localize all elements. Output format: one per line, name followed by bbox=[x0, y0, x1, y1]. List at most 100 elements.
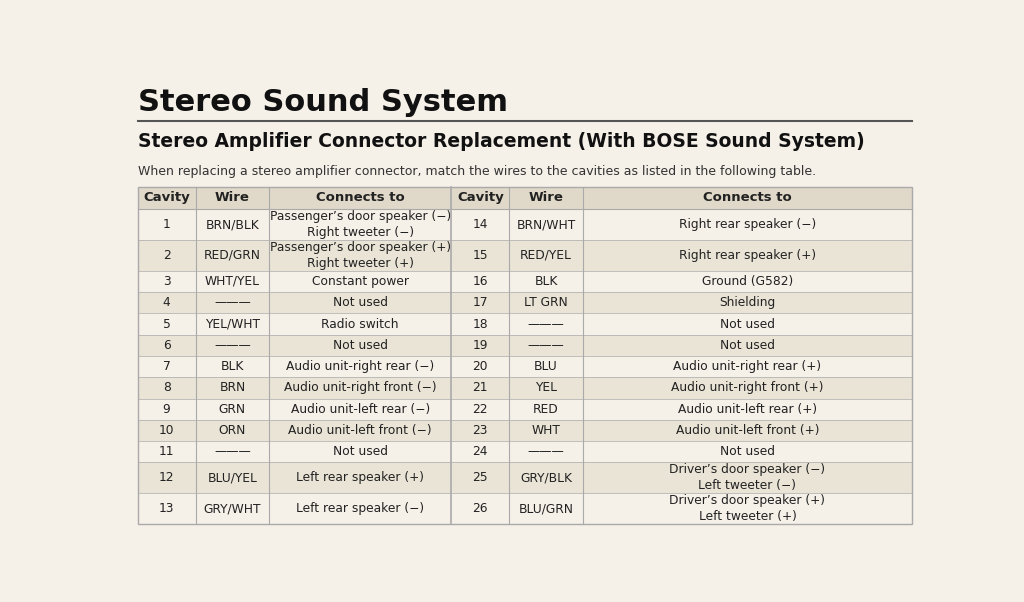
Text: BLK: BLK bbox=[221, 360, 244, 373]
Text: Shielding: Shielding bbox=[719, 296, 775, 309]
Text: 22: 22 bbox=[472, 403, 488, 416]
Text: BRN/WHT: BRN/WHT bbox=[516, 218, 575, 231]
Text: ———: ——— bbox=[527, 339, 564, 352]
Text: 7: 7 bbox=[163, 360, 170, 373]
Text: ———: ——— bbox=[214, 339, 251, 352]
Text: ———: ——— bbox=[214, 296, 251, 309]
Text: 26: 26 bbox=[472, 502, 488, 515]
Text: Wire: Wire bbox=[528, 191, 563, 205]
Text: Cavity: Cavity bbox=[143, 191, 189, 205]
Text: 17: 17 bbox=[472, 296, 488, 309]
Text: Passenger’s door speaker (+)
Right tweeter (+): Passenger’s door speaker (+) Right tweet… bbox=[269, 241, 451, 270]
Text: BRN/BLK: BRN/BLK bbox=[206, 218, 259, 231]
FancyBboxPatch shape bbox=[137, 271, 912, 292]
Text: Cavity: Cavity bbox=[457, 191, 504, 205]
Text: 11: 11 bbox=[159, 445, 174, 458]
Text: Radio switch: Radio switch bbox=[322, 318, 399, 330]
Text: Not used: Not used bbox=[720, 318, 775, 330]
Text: 15: 15 bbox=[472, 249, 488, 262]
Text: Not used: Not used bbox=[333, 296, 388, 309]
Text: ORN: ORN bbox=[219, 424, 246, 437]
FancyBboxPatch shape bbox=[137, 377, 912, 399]
Text: ———: ——— bbox=[527, 318, 564, 330]
FancyBboxPatch shape bbox=[137, 493, 912, 524]
Text: WHT/YEL: WHT/YEL bbox=[205, 275, 260, 288]
Text: Audio unit-left rear (−): Audio unit-left rear (−) bbox=[291, 403, 430, 416]
Text: YEL: YEL bbox=[536, 382, 557, 394]
Text: 13: 13 bbox=[159, 502, 174, 515]
Text: Left rear speaker (+): Left rear speaker (+) bbox=[296, 471, 424, 485]
FancyBboxPatch shape bbox=[137, 335, 912, 356]
Text: Stereo Amplifier Connector Replacement (With BOSE Sound System): Stereo Amplifier Connector Replacement (… bbox=[137, 132, 864, 150]
FancyBboxPatch shape bbox=[137, 187, 912, 209]
Text: Not used: Not used bbox=[720, 445, 775, 458]
Text: Wire: Wire bbox=[215, 191, 250, 205]
Text: 4: 4 bbox=[163, 296, 170, 309]
Text: Not used: Not used bbox=[333, 445, 388, 458]
Text: Ground (G582): Ground (G582) bbox=[701, 275, 794, 288]
Text: 12: 12 bbox=[159, 471, 174, 485]
Text: GRN: GRN bbox=[219, 403, 246, 416]
Text: 10: 10 bbox=[159, 424, 174, 437]
Text: Audio unit-right front (−): Audio unit-right front (−) bbox=[284, 382, 436, 394]
Text: 25: 25 bbox=[472, 471, 488, 485]
Text: Constant power: Constant power bbox=[311, 275, 409, 288]
Text: Audio unit-left front (+): Audio unit-left front (+) bbox=[676, 424, 819, 437]
FancyBboxPatch shape bbox=[137, 420, 912, 441]
Text: 8: 8 bbox=[163, 382, 171, 394]
Text: Not used: Not used bbox=[720, 339, 775, 352]
Text: BLK: BLK bbox=[535, 275, 558, 288]
Text: RED/GRN: RED/GRN bbox=[204, 249, 261, 262]
Text: LT GRN: LT GRN bbox=[524, 296, 568, 309]
Text: 1: 1 bbox=[163, 218, 170, 231]
FancyBboxPatch shape bbox=[137, 292, 912, 314]
FancyBboxPatch shape bbox=[137, 441, 912, 462]
Text: Driver’s door speaker (+)
Left tweeter (+): Driver’s door speaker (+) Left tweeter (… bbox=[670, 494, 825, 523]
Text: Driver’s door speaker (−)
Left tweeter (−): Driver’s door speaker (−) Left tweeter (… bbox=[670, 464, 825, 492]
Text: ———: ——— bbox=[214, 445, 251, 458]
Text: RED: RED bbox=[534, 403, 559, 416]
Text: 20: 20 bbox=[472, 360, 488, 373]
Text: Audio unit-right front (+): Audio unit-right front (+) bbox=[672, 382, 823, 394]
FancyBboxPatch shape bbox=[137, 356, 912, 377]
Text: 9: 9 bbox=[163, 403, 170, 416]
Text: 24: 24 bbox=[472, 445, 488, 458]
Text: YEL/WHT: YEL/WHT bbox=[205, 318, 260, 330]
Text: Right rear speaker (+): Right rear speaker (+) bbox=[679, 249, 816, 262]
Text: Audio unit-right rear (+): Audio unit-right rear (+) bbox=[674, 360, 821, 373]
Text: GRY/BLK: GRY/BLK bbox=[520, 471, 572, 485]
Text: 2: 2 bbox=[163, 249, 170, 262]
FancyBboxPatch shape bbox=[137, 462, 912, 493]
Text: WHT: WHT bbox=[531, 424, 560, 437]
Text: 18: 18 bbox=[472, 318, 488, 330]
Text: Audio unit-left rear (+): Audio unit-left rear (+) bbox=[678, 403, 817, 416]
Text: BLU: BLU bbox=[535, 360, 558, 373]
Text: 14: 14 bbox=[472, 218, 488, 231]
Text: Audio unit-left front (−): Audio unit-left front (−) bbox=[289, 424, 432, 437]
Text: Passenger’s door speaker (−)
Right tweeter (−): Passenger’s door speaker (−) Right tweet… bbox=[269, 210, 451, 239]
Text: ———: ——— bbox=[527, 445, 564, 458]
Text: 3: 3 bbox=[163, 275, 170, 288]
Text: RED/YEL: RED/YEL bbox=[520, 249, 572, 262]
Text: 16: 16 bbox=[472, 275, 488, 288]
FancyBboxPatch shape bbox=[137, 240, 912, 271]
Text: Connects to: Connects to bbox=[315, 191, 404, 205]
Text: BLU/GRN: BLU/GRN bbox=[518, 502, 573, 515]
Text: Not used: Not used bbox=[333, 339, 388, 352]
Text: BLU/YEL: BLU/YEL bbox=[208, 471, 257, 485]
FancyBboxPatch shape bbox=[137, 314, 912, 335]
Text: Right rear speaker (−): Right rear speaker (−) bbox=[679, 218, 816, 231]
Text: 5: 5 bbox=[163, 318, 171, 330]
Text: When replacing a stereo amplifier connector, match the wires to the cavities as : When replacing a stereo amplifier connec… bbox=[137, 165, 816, 178]
Text: Left rear speaker (−): Left rear speaker (−) bbox=[296, 502, 424, 515]
Text: 21: 21 bbox=[472, 382, 488, 394]
Text: Stereo Sound System: Stereo Sound System bbox=[137, 88, 508, 117]
Text: BRN: BRN bbox=[219, 382, 246, 394]
Text: Audio unit-right rear (−): Audio unit-right rear (−) bbox=[286, 360, 434, 373]
FancyBboxPatch shape bbox=[137, 399, 912, 420]
Text: 23: 23 bbox=[472, 424, 488, 437]
Text: Connects to: Connects to bbox=[703, 191, 792, 205]
Text: GRY/WHT: GRY/WHT bbox=[204, 502, 261, 515]
Text: 19: 19 bbox=[472, 339, 488, 352]
FancyBboxPatch shape bbox=[137, 209, 912, 240]
